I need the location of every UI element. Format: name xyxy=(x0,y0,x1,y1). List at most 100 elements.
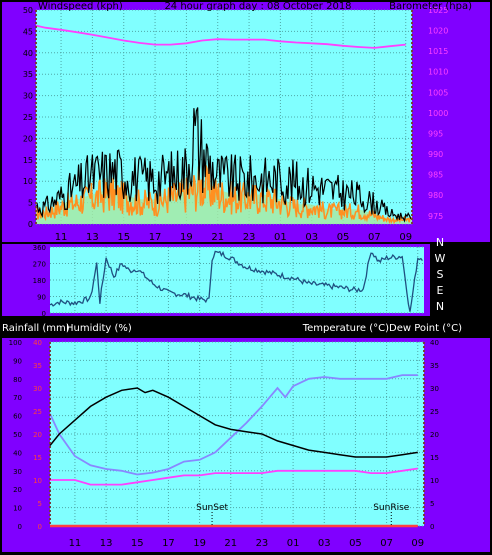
x-tick-label: 07 xyxy=(368,232,381,243)
barometer-line xyxy=(35,24,406,49)
x-tick-label: 17 xyxy=(162,538,175,549)
y-tick-label: 10 xyxy=(23,177,33,186)
x-tick-label: 13 xyxy=(86,232,99,243)
x-tick-label: 15 xyxy=(131,538,144,549)
y-tick-label: 0 xyxy=(28,220,33,229)
temperature-tick-label: 40 xyxy=(430,339,439,347)
wind-axis-title: Windspeed (kph) xyxy=(38,1,123,12)
y-tick-label: 270 xyxy=(33,261,46,269)
y-tick-label: 20 xyxy=(23,134,33,143)
y-tick-label: 35 xyxy=(23,70,33,79)
humidity-tick-label: 30 xyxy=(13,468,22,476)
y-tick-label: 5 xyxy=(28,199,33,208)
x-tick-label: 05 xyxy=(337,232,350,243)
temperature-marks xyxy=(49,374,418,528)
y-tick-label: 30 xyxy=(23,92,33,101)
y-tick-label: 15 xyxy=(23,156,33,165)
temperature-tick-label: 15 xyxy=(430,454,439,462)
x-tick-label: 15 xyxy=(117,232,130,243)
x-tick-label: 05 xyxy=(349,538,362,549)
y-tick-label: 360 xyxy=(33,244,46,252)
temperature-tick-label: 20 xyxy=(430,431,439,439)
sun-markers: SunSet SunRise xyxy=(196,503,410,526)
x-tick-label: 19 xyxy=(180,232,193,243)
x-tick-label: 01 xyxy=(274,232,287,243)
x-tick-label: 03 xyxy=(318,538,331,549)
rain-tick-label: 10 xyxy=(33,477,42,485)
y2-tick-label: 1005 xyxy=(428,88,448,97)
x-tick-label: 21 xyxy=(211,232,224,243)
x-tick-label: 09 xyxy=(399,232,412,243)
y2-tick-label: 975 xyxy=(428,212,443,221)
x-tick-label: 23 xyxy=(256,538,269,549)
y-tick-label: 25 xyxy=(23,113,33,122)
compass-label: N xyxy=(436,236,444,249)
y-tick-label: 50 xyxy=(23,6,33,15)
wind-gust-line xyxy=(35,107,413,223)
rain-tick-label: 5 xyxy=(38,500,42,508)
temperature-line xyxy=(49,387,418,458)
humidity-tick-label: 60 xyxy=(13,413,22,421)
temperature-axis-title: Temperature (°C)Dew Point (°C) xyxy=(302,323,462,334)
sun-marker-label: SunRise xyxy=(373,503,410,513)
wind-marks xyxy=(35,24,413,225)
y2-tick-label: 980 xyxy=(428,191,443,200)
sun-marker-label: SunSet xyxy=(196,503,228,513)
temperature-tick-label: 0 xyxy=(430,523,434,531)
x-tick-label: 09 xyxy=(411,538,424,549)
wind-average-line xyxy=(35,165,413,225)
direction-line xyxy=(49,250,423,312)
y2-tick-label: 990 xyxy=(428,150,443,159)
humidity-tick-label: 90 xyxy=(13,357,22,365)
temperature-tick-label: 25 xyxy=(430,408,439,416)
x-tick-label: 11 xyxy=(55,232,68,243)
humidity-tick-label: 0 xyxy=(18,523,22,531)
x-tick-label: 17 xyxy=(149,232,162,243)
y2-tick-label: 1010 xyxy=(428,68,448,77)
graph-title: 24 hour graph day : 08 October 2018 xyxy=(164,1,351,12)
y-tick-label: 90 xyxy=(37,294,46,302)
y2-tick-label: 995 xyxy=(428,129,443,138)
direction-ticks: 0 90 180 270 360 xyxy=(33,244,46,318)
compass-label: N xyxy=(436,300,444,313)
humidity-tick-label: 10 xyxy=(13,505,22,513)
humidity-tick-label: 80 xyxy=(13,376,22,384)
rain-tick-label: 0 xyxy=(38,523,42,531)
y-tick-label: 45 xyxy=(23,27,33,36)
temperature-tick-label: 30 xyxy=(430,385,439,393)
humidity-tick-label: 40 xyxy=(13,449,22,457)
x-tick-label: 03 xyxy=(305,232,318,243)
temperature-tick-label: 5 xyxy=(430,500,434,508)
y-tick-label: 180 xyxy=(33,277,46,285)
x-tick-label: 13 xyxy=(100,538,113,549)
x-tick-label: 01 xyxy=(287,538,300,549)
y2-tick-label: 1015 xyxy=(428,47,448,56)
rain-tick-label: 20 xyxy=(33,431,42,439)
dewpoint-line xyxy=(50,467,418,486)
x-tick-label: 21 xyxy=(224,538,237,549)
humidity-tick-label: 100 xyxy=(9,339,22,347)
rain-tick-label: 40 xyxy=(33,339,42,347)
y2-tick-label: 1020 xyxy=(428,27,448,36)
y2-tick-label: 1025 xyxy=(428,6,448,15)
humidity-tick-label: 70 xyxy=(13,394,22,402)
compass-label: W xyxy=(435,252,446,265)
y2-tick-label: 985 xyxy=(428,171,443,180)
x-tick-label: 19 xyxy=(193,538,206,549)
barometer-axis-title: Barometer (hpa) xyxy=(389,1,472,12)
x-tick-label: 11 xyxy=(69,538,82,549)
y-tick-label: 40 xyxy=(23,49,33,58)
compass-label: E xyxy=(437,284,444,297)
rain-tick-label: 35 xyxy=(33,362,42,370)
y2-tick-label: 1000 xyxy=(428,109,448,118)
humidity-axis-title: Humidity (%) xyxy=(66,323,132,334)
x-tick-label: 07 xyxy=(380,538,393,549)
temperature-tick-label: 10 xyxy=(430,477,439,485)
rain-tick-label: 25 xyxy=(33,408,42,416)
wind-ticks: 11 13 15 17 19 21 23 01 03 05 07 090510152025303540… xyxy=(23,6,449,243)
temperature-tick-label: 35 xyxy=(430,362,439,370)
humidity-tick-label: 50 xyxy=(13,431,22,439)
rain-tick-label: 30 xyxy=(33,385,42,393)
